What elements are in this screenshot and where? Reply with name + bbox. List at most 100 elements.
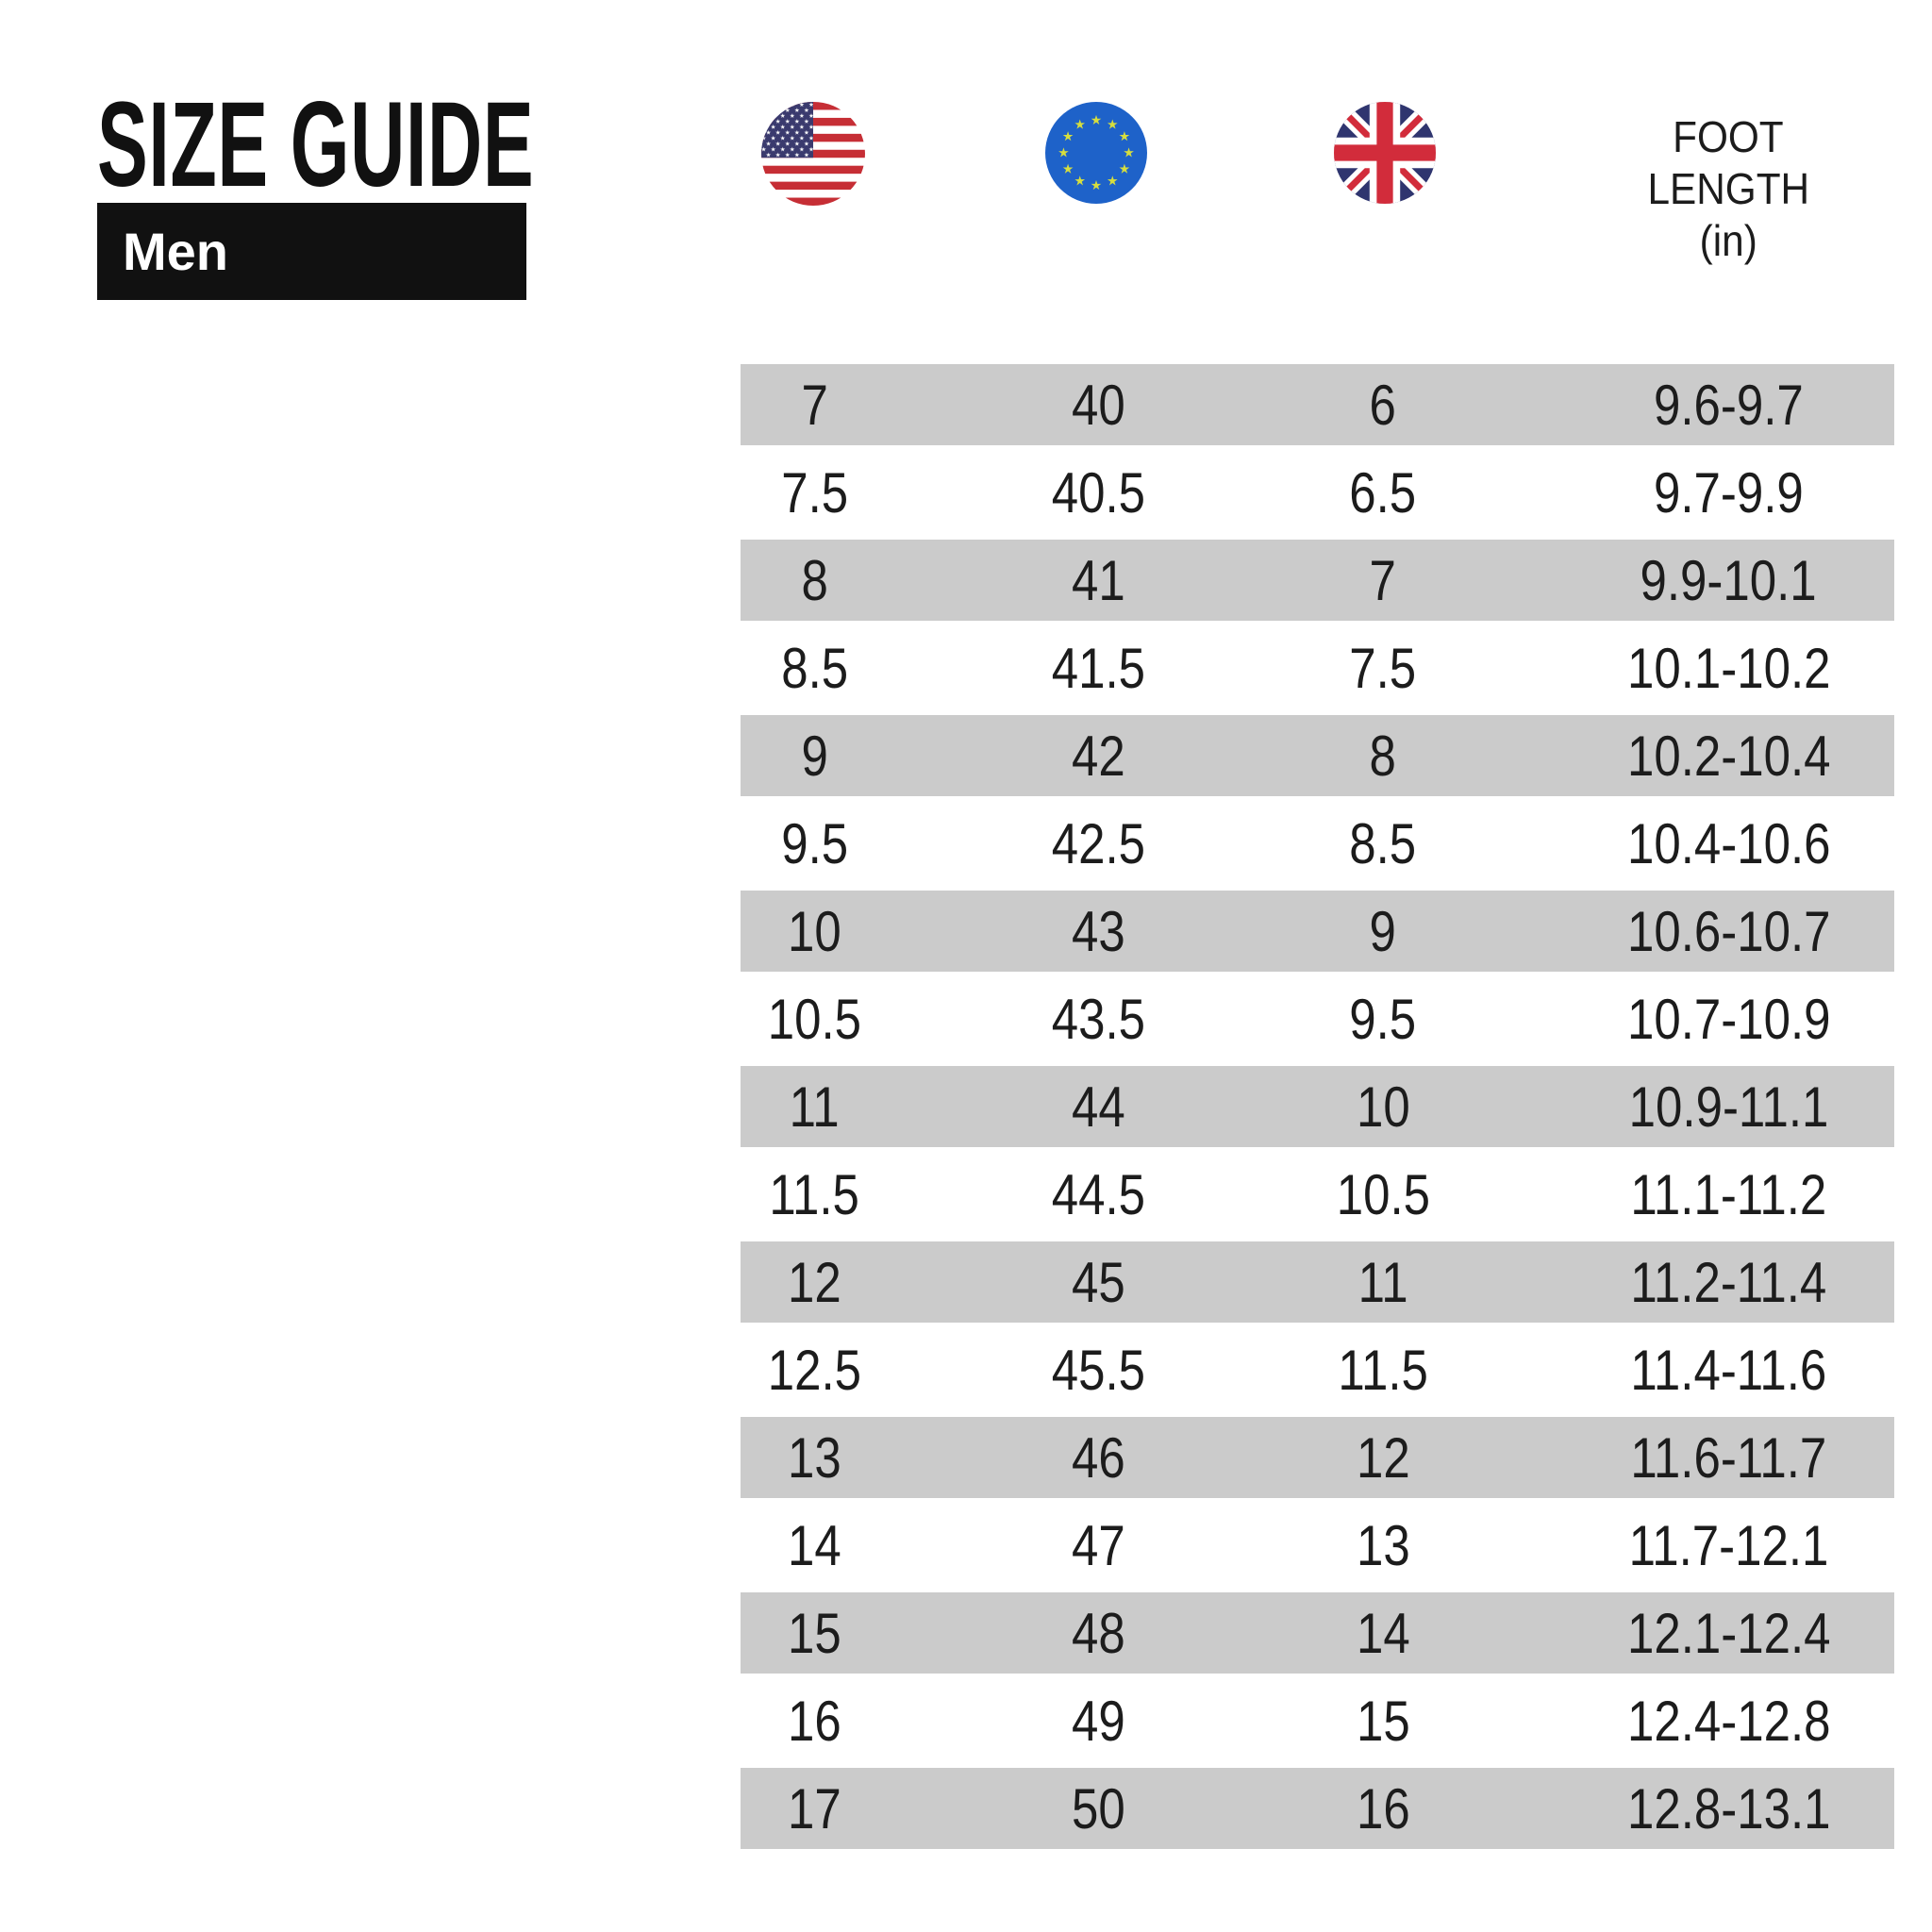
cell-eu-size: 45.5 <box>957 1326 1241 1414</box>
table-row: 14 47 13 11.7-12.1 <box>741 1502 1894 1590</box>
cell-us-size: 10.5 <box>741 975 889 1063</box>
cell-eu-size: 40 <box>957 364 1241 445</box>
cell-us-size: 9.5 <box>741 800 889 888</box>
cell-value: 11.4-11.6 <box>1630 1339 1827 1402</box>
cell-value: 16 <box>788 1690 841 1753</box>
cell-foot-length: 10.4-10.6 <box>1563 800 1894 888</box>
cell-value: 9.7-9.9 <box>1654 461 1804 525</box>
cell-us-size: 16 <box>741 1677 889 1765</box>
table-row: 11.5 44.5 10.5 11.1-11.2 <box>741 1151 1894 1239</box>
cell-uk-size: 9.5 <box>1241 975 1525 1063</box>
cell-us-size: 17 <box>741 1768 889 1849</box>
table-row: 16 49 15 12.4-12.8 <box>741 1677 1894 1765</box>
cell-uk-size: 15 <box>1241 1677 1525 1765</box>
cell-value: 42 <box>1072 724 1125 788</box>
cell-value: 41.5 <box>1051 637 1146 700</box>
cell-foot-length: 10.2-10.4 <box>1563 715 1894 796</box>
cell-eu-size: 49 <box>957 1677 1241 1765</box>
cell-value: 47 <box>1072 1514 1125 1577</box>
cell-us-size: 8.5 <box>741 625 889 712</box>
cell-eu-size: 41.5 <box>957 625 1241 712</box>
cell-foot-length: 10.7-10.9 <box>1563 975 1894 1063</box>
cell-value: 10 <box>1356 1074 1410 1139</box>
cell-uk-size: 12 <box>1241 1417 1525 1498</box>
foot-length-line1: FOOT <box>1673 112 1784 161</box>
table-row: 10.5 43.5 9.5 10.7-10.9 <box>741 975 1894 1063</box>
cell-foot-length: 11.4-11.6 <box>1563 1326 1894 1414</box>
category-banner: Men <box>97 203 526 300</box>
cell-us-size: 10 <box>741 891 889 972</box>
cell-value: 9 <box>801 724 828 788</box>
cell-value: 13 <box>788 1425 841 1490</box>
cell-uk-size: 14 <box>1241 1592 1525 1674</box>
cell-foot-length: 12.4-12.8 <box>1563 1677 1894 1765</box>
uk-flag-icon <box>1334 102 1436 204</box>
table-row: 10 43 9 10.6-10.7 <box>741 888 1894 975</box>
cell-foot-length: 11.2-11.4 <box>1563 1241 1894 1323</box>
cell-us-size: 7 <box>741 364 889 445</box>
cell-us-size: 12.5 <box>741 1326 889 1414</box>
cell-value: 12.8-13.1 <box>1626 1776 1831 1840</box>
cell-us-size: 11 <box>741 1066 889 1147</box>
cell-uk-size: 6 <box>1241 364 1525 445</box>
cell-value: 8 <box>801 548 828 612</box>
cell-uk-size: 10 <box>1241 1066 1525 1147</box>
table-row: 12.5 45.5 11.5 11.4-11.6 <box>741 1326 1894 1414</box>
table-row: 13 46 12 11.6-11.7 <box>741 1414 1894 1502</box>
cell-value: 9.6-9.7 <box>1654 373 1804 437</box>
cell-us-size: 14 <box>741 1502 889 1590</box>
cell-value: 12 <box>788 1250 841 1314</box>
cell-value: 9 <box>1369 899 1397 963</box>
table-row: 8 41 7 9.9-10.1 <box>741 537 1894 625</box>
cell-foot-length: 9.6-9.7 <box>1563 364 1894 445</box>
table-row: 11 44 10 10.9-11.1 <box>741 1063 1894 1151</box>
cell-uk-size: 16 <box>1241 1768 1525 1849</box>
cell-value: 48 <box>1072 1601 1125 1665</box>
cell-value: 10.1-10.2 <box>1626 637 1831 700</box>
cell-value: 42.5 <box>1051 812 1146 875</box>
cell-eu-size: 48 <box>957 1592 1241 1674</box>
cell-foot-length: 11.1-11.2 <box>1563 1151 1894 1239</box>
cell-uk-size: 11.5 <box>1241 1326 1525 1414</box>
cell-uk-size: 8 <box>1241 715 1525 796</box>
cell-uk-size: 7.5 <box>1241 625 1525 712</box>
cell-value: 9.5 <box>1349 988 1417 1051</box>
cell-eu-size: 44.5 <box>957 1151 1241 1239</box>
cell-foot-length: 10.9-11.1 <box>1563 1066 1894 1147</box>
foot-length-line2: LENGTH <box>1647 164 1809 213</box>
cell-value: 7.5 <box>781 461 848 525</box>
cell-value: 15 <box>1356 1690 1410 1753</box>
cell-value: 8.5 <box>1349 812 1417 875</box>
cell-eu-size: 46 <box>957 1417 1241 1498</box>
cell-us-size: 13 <box>741 1417 889 1498</box>
cell-foot-length: 10.1-10.2 <box>1563 625 1894 712</box>
size-table: 7 40 6 9.6-9.7 7.5 40.5 6.5 9.7-9.9 8 41 7 9.9-10.1… <box>741 361 1894 1853</box>
cell-value: 7 <box>1369 548 1397 612</box>
cell-foot-length: 9.9-10.1 <box>1563 540 1894 621</box>
cell-value: 44 <box>1072 1074 1125 1139</box>
cell-us-size: 11.5 <box>741 1151 889 1239</box>
table-row: 7 40 6 9.6-9.7 <box>741 361 1894 449</box>
cell-foot-length: 9.7-9.9 <box>1563 449 1894 537</box>
cell-value: 17 <box>788 1776 841 1840</box>
page-title: SIZE GUIDE <box>97 85 791 206</box>
cell-value: 14 <box>788 1514 841 1577</box>
cell-value: 12.4-12.8 <box>1626 1690 1831 1753</box>
cell-uk-size: 7 <box>1241 540 1525 621</box>
cell-foot-length: 12.1-12.4 <box>1563 1592 1894 1674</box>
cell-value: 10.5 <box>767 988 862 1051</box>
cell-value: 11.6-11.7 <box>1630 1425 1827 1490</box>
cell-value: 10.4-10.6 <box>1626 812 1831 875</box>
cell-eu-size: 47 <box>957 1502 1241 1590</box>
cell-value: 40.5 <box>1051 461 1146 525</box>
cell-value: 10.5 <box>1336 1163 1430 1226</box>
cell-value: 46 <box>1072 1425 1125 1490</box>
cell-value: 40 <box>1072 373 1125 437</box>
cell-uk-size: 10.5 <box>1241 1151 1525 1239</box>
cell-value: 9.9-10.1 <box>1640 548 1818 612</box>
cell-value: 12.1-12.4 <box>1626 1601 1831 1665</box>
cell-us-size: 9 <box>741 715 889 796</box>
cell-foot-length: 10.6-10.7 <box>1563 891 1894 972</box>
cell-value: 9.5 <box>781 812 848 875</box>
